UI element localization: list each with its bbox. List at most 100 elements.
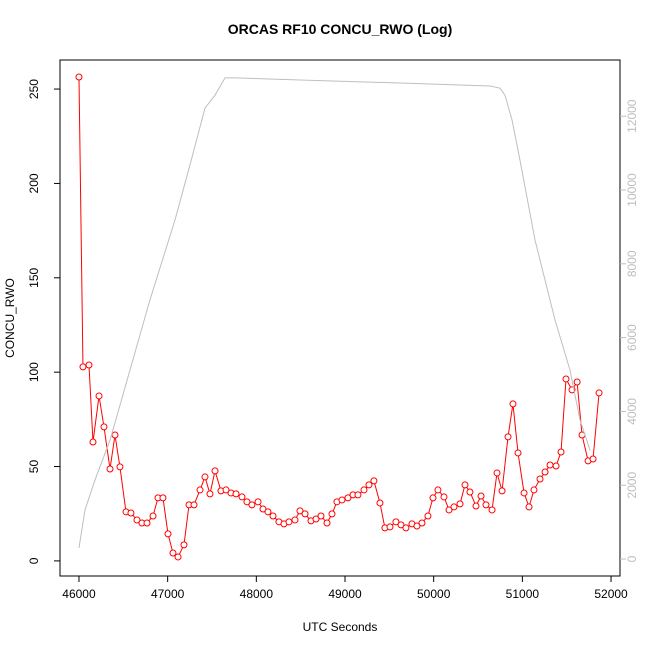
data-point: [201, 473, 209, 481]
data-point: [95, 392, 103, 400]
data-point: [466, 488, 474, 496]
data-point: [530, 486, 538, 494]
data-point: [323, 519, 331, 527]
data-point: [89, 438, 97, 446]
data-point: [317, 512, 325, 520]
x-tick-label: 46000: [62, 587, 96, 601]
y-tick-label: 100: [27, 362, 41, 382]
data-point: [328, 510, 336, 518]
y2-tick-label: 0: [625, 555, 639, 562]
y2-tick-label: 4000: [625, 398, 639, 425]
data-point: [338, 496, 346, 504]
data-point: [450, 503, 458, 511]
y-tick-label: 50: [27, 460, 41, 474]
x-tick-label: 47000: [151, 587, 185, 601]
data-point: [75, 73, 83, 81]
data-point: [211, 467, 219, 475]
data-point: [589, 455, 597, 463]
data-point: [149, 512, 157, 520]
data-point: [180, 541, 188, 549]
data-point: [546, 461, 554, 469]
data-point: [285, 518, 293, 526]
data-point: [116, 463, 124, 471]
chart-title: ORCAS RF10 CONCU_RWO (Log): [228, 21, 453, 37]
x-tick-label: 51000: [506, 587, 540, 601]
y-tick-label: 0: [27, 557, 41, 564]
data-point: [264, 508, 272, 516]
data-point: [493, 469, 501, 477]
data-point: [434, 486, 442, 494]
data-point: [111, 431, 119, 439]
data-point: [402, 524, 410, 532]
y2-tick-label: 2000: [625, 472, 639, 499]
data-point: [100, 423, 108, 431]
y2-tick-label: 8000: [625, 250, 639, 277]
series-line: [78, 77, 591, 549]
data-point: [536, 475, 544, 483]
data-point: [514, 449, 522, 457]
y-tick-label: 200: [27, 173, 41, 193]
data-point: [174, 553, 182, 561]
y-axis-label: CONCU_RWO: [3, 278, 17, 358]
data-point: [392, 518, 400, 526]
data-point: [344, 494, 352, 502]
y2-tick-label: 10000: [625, 173, 639, 207]
y-tick-label: 150: [27, 267, 41, 287]
data-point: [477, 492, 485, 500]
data-point: [413, 522, 421, 530]
data-point: [552, 462, 560, 470]
data-point: [127, 509, 135, 517]
data-point: [133, 516, 141, 524]
x-tick-label: 50000: [417, 587, 451, 601]
data-point: [143, 519, 151, 527]
data-point: [461, 481, 469, 489]
data-point: [488, 506, 496, 514]
data-point: [424, 512, 432, 520]
data-point: [472, 502, 480, 510]
data-point: [456, 500, 464, 508]
data-point: [291, 516, 299, 524]
data-point: [206, 490, 214, 498]
data-point: [106, 465, 114, 473]
data-point: [365, 481, 373, 489]
data-point: [370, 477, 378, 485]
data-point: [85, 361, 93, 369]
data-point: [164, 530, 172, 538]
data-point: [296, 507, 304, 515]
data-point: [520, 489, 528, 497]
data-point: [248, 501, 256, 509]
data-point: [418, 519, 426, 527]
data-point: [429, 494, 437, 502]
data-point: [269, 512, 277, 520]
data-point: [573, 378, 581, 386]
data-point: [445, 506, 453, 514]
data-point: [360, 486, 368, 494]
data-point: [190, 501, 198, 509]
data-point: [557, 448, 565, 456]
data-point: [238, 493, 246, 501]
data-point: [232, 490, 240, 498]
data-point: [440, 493, 448, 501]
data-point: [562, 375, 570, 383]
data-point: [159, 494, 167, 502]
x-axis-label: UTC Seconds: [303, 620, 378, 634]
data-point: [376, 499, 384, 507]
data-point: [243, 498, 251, 506]
x-tick-label: 48000: [240, 587, 274, 601]
data-point: [595, 389, 603, 397]
data-point: [301, 510, 309, 518]
data-point: [312, 515, 320, 523]
data-point: [482, 501, 490, 509]
data-point: [498, 487, 506, 495]
x-tick-label: 49000: [328, 587, 362, 601]
data-point: [196, 486, 204, 494]
x-tick-label: 52000: [594, 587, 628, 601]
y2-tick-label: 6000: [625, 324, 639, 351]
data-point: [386, 523, 394, 531]
data-point: [541, 468, 549, 476]
y2-tick-label: 12000: [625, 99, 639, 133]
data-point: [222, 486, 230, 494]
data-point: [509, 400, 517, 408]
data-point: [79, 363, 87, 371]
